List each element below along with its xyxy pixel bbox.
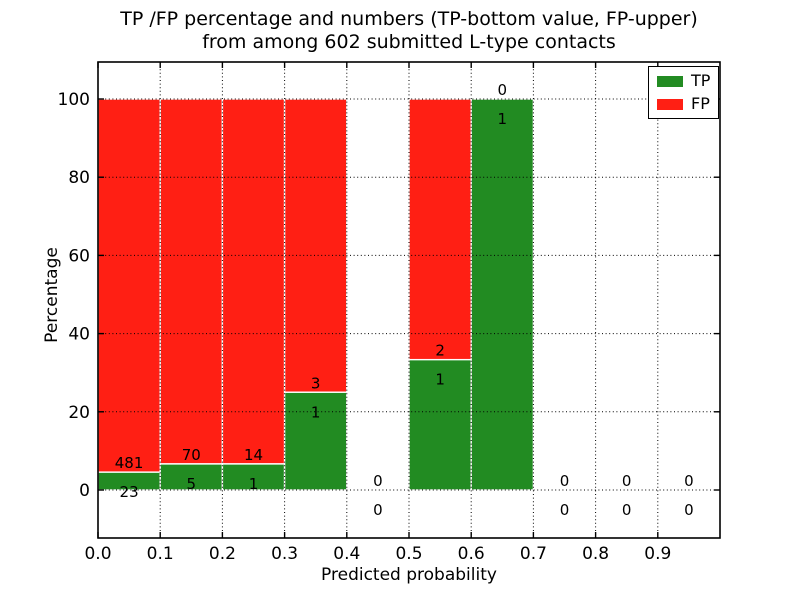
tp-count-label: 1: [498, 110, 508, 128]
y-tick-label: 20: [68, 403, 90, 423]
y-axis-label: Percentage: [42, 247, 62, 343]
bar-segment-tp: [408, 358, 472, 491]
fp-count-label: 3: [311, 374, 321, 392]
y-tick-label: 60: [68, 246, 90, 266]
tp-count-label: 0: [560, 501, 570, 519]
tp-count-label: 1: [435, 371, 445, 389]
bar-segment-fp: [159, 98, 224, 465]
chart-title-line1: TP /FP percentage and numbers (TP-bottom…: [120, 8, 698, 30]
y-tick-label: 40: [68, 325, 90, 345]
tp-count-label: 1: [311, 403, 321, 421]
tp-count-label: 0: [373, 501, 383, 519]
fp-count-label: 0: [560, 472, 570, 490]
legend-swatch-tp-icon: [657, 75, 683, 87]
x-tick-label: 0.4: [333, 544, 360, 564]
chart-title: TP /FP percentage and numbers (TP-bottom…: [98, 8, 720, 54]
legend-swatch-fp-icon: [657, 98, 683, 110]
legend-entry-tp: TP: [657, 73, 710, 89]
bar-segment-fp: [408, 98, 472, 361]
x-tick-label: 0.9: [644, 544, 671, 564]
tp-count-label: 23: [120, 483, 139, 501]
bar-segment-fp: [283, 98, 348, 393]
y-tick-label: 100: [58, 90, 90, 110]
legend-entry-fp: FP: [657, 96, 710, 112]
fp-count-label: 0: [622, 472, 632, 490]
x-tick-label: 0.5: [395, 544, 422, 564]
x-tick-label: 0.8: [582, 544, 609, 564]
chart-title-line2: from among 602 submitted L-type contacts: [202, 31, 616, 53]
bar-segment-tp: [159, 463, 224, 491]
x-tick-label: 0.0: [84, 544, 111, 564]
bar-segment-fp: [221, 98, 286, 465]
tp-count-label: 5: [187, 475, 197, 493]
bar-segment-tp: [470, 98, 535, 491]
legend-label-fp: FP: [691, 94, 710, 113]
bar-segment-tp: [283, 391, 348, 491]
x-tick-label: 0.7: [520, 544, 547, 564]
tp-count-label: 1: [249, 475, 259, 493]
fp-count-label: 0: [373, 472, 383, 490]
x-tick-label: 0.3: [271, 544, 298, 564]
y-tick-label: 0: [79, 481, 90, 501]
tp-count-label: 0: [622, 501, 632, 519]
y-tick-label: 80: [68, 168, 90, 188]
tp-count-label: 0: [684, 501, 694, 519]
fp-count-label: 2: [435, 342, 445, 360]
legend-label-tp: TP: [691, 71, 711, 90]
fp-count-label: 0: [684, 472, 694, 490]
legend: TP FP: [648, 66, 720, 119]
fp-count-label: 70: [182, 446, 201, 464]
fp-count-label: 14: [244, 446, 263, 464]
x-axis-label: Predicted probability: [321, 565, 497, 585]
fp-count-label: 0: [498, 81, 508, 99]
x-tick-label: 0.6: [458, 544, 485, 564]
fp-count-label: 481: [115, 454, 144, 472]
x-tick-label: 0.2: [209, 544, 236, 564]
bar-segment-fp: [97, 98, 161, 473]
x-tick-label: 0.1: [147, 544, 174, 564]
